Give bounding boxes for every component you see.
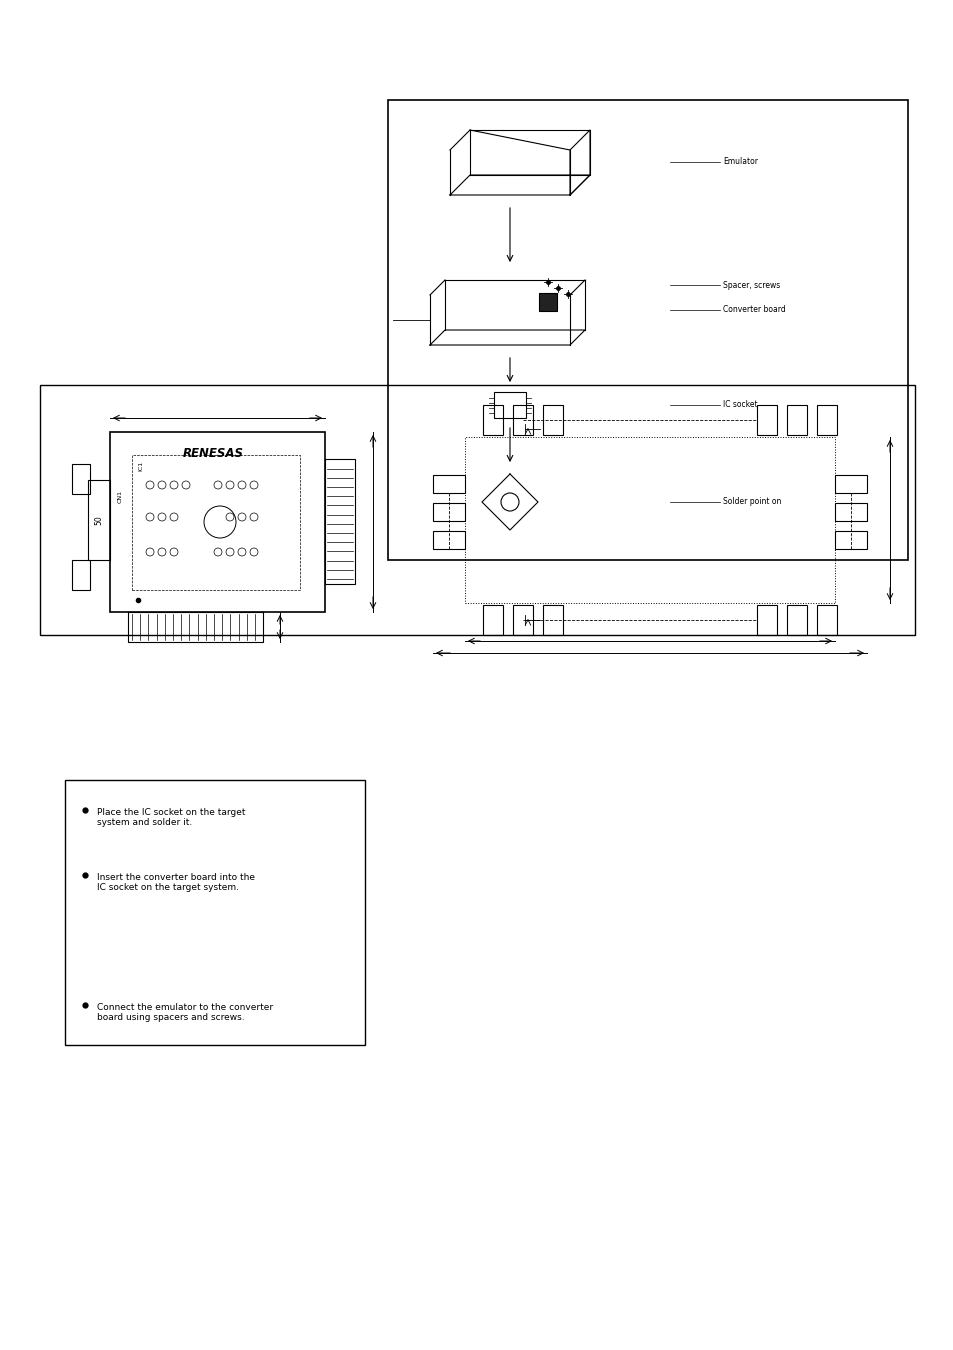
Bar [816, 605, 836, 634]
Text: RENESAS: RENESAS [183, 447, 243, 460]
Bar [513, 405, 533, 435]
Bar [65, 780, 365, 1045]
Bar [834, 531, 866, 549]
Text: Place the IC socket on the target
system and solder it.: Place the IC socket on the target system… [97, 809, 245, 828]
Bar [71, 560, 90, 590]
Text: Solder point on: Solder point on [722, 498, 781, 506]
Bar [110, 432, 325, 612]
Bar [388, 100, 907, 560]
Text: Emulator: Emulator [722, 158, 758, 166]
Bar [538, 293, 557, 310]
Bar [834, 475, 866, 493]
Text: Spacer, screws: Spacer, screws [722, 281, 780, 289]
Bar [834, 504, 866, 521]
Text: IC socket: IC socket [722, 401, 757, 409]
Text: Insert the converter board into the
IC socket on the target system.: Insert the converter board into the IC s… [97, 873, 254, 892]
Bar [325, 459, 355, 585]
Bar [71, 464, 90, 494]
Text: IC1: IC1 [138, 460, 143, 471]
Text: Converter board: Converter board [722, 305, 785, 315]
Bar [542, 605, 562, 634]
Bar [464, 437, 834, 603]
Bar [816, 405, 836, 435]
Bar [757, 405, 776, 435]
Bar [786, 605, 806, 634]
Bar [513, 605, 533, 634]
Bar [494, 392, 525, 418]
Bar [433, 475, 464, 493]
Bar [88, 481, 110, 560]
Text: CN1: CN1 [118, 490, 123, 504]
Bar [482, 605, 502, 634]
Bar [128, 612, 263, 643]
Bar [786, 405, 806, 435]
Bar [757, 605, 776, 634]
Bar [542, 405, 562, 435]
Bar [433, 504, 464, 521]
Bar [433, 531, 464, 549]
Bar [40, 385, 914, 634]
Bar [482, 405, 502, 435]
Text: Connect the emulator to the converter
board using spacers and screws.: Connect the emulator to the converter bo… [97, 1003, 273, 1022]
Text: 50: 50 [94, 516, 103, 525]
Bar [132, 455, 299, 590]
